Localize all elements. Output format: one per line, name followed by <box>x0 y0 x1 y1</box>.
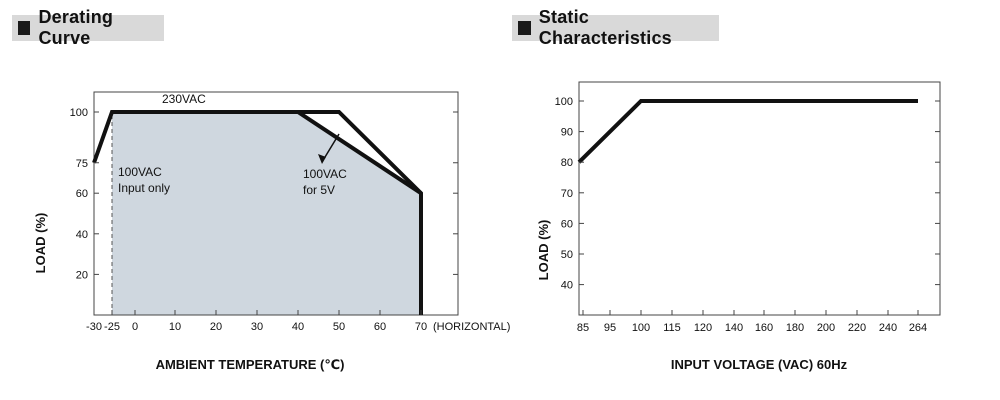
annotation-100vac-5v-line1: 100VAC <box>303 167 347 181</box>
derating-curve-header: Derating Curve <box>12 7 164 48</box>
static-x-tick-label: 85 <box>577 322 589 334</box>
static-x-tick-label: 180 <box>786 322 804 334</box>
annotation-100vac-input-only-line2: Input only <box>118 181 170 195</box>
derating-y-axis-label: LOAD (%) <box>33 213 48 274</box>
derating-x-suffix: (HORIZONTAL) <box>433 321 510 333</box>
derating-curve-title: Derating Curve <box>38 7 114 48</box>
annotation-230vac: 230VAC <box>162 92 206 106</box>
static-y-tick-label: 50 <box>561 249 573 261</box>
derating-y-tick-label: 20 <box>76 269 88 281</box>
annotation-100vac-5v-line2: for 5V <box>303 183 335 197</box>
static-x-tick-label: 140 <box>725 322 743 334</box>
derating-y-tick-label: 40 <box>76 229 88 241</box>
derating-x-tick-label: 50 <box>333 321 345 333</box>
derating-plot-frame <box>93 91 459 316</box>
static-y-tick-label: 90 <box>561 127 573 139</box>
static-plot-frame <box>578 81 941 316</box>
derating-x-tick-label: 10 <box>169 321 181 333</box>
static-y-tick-label: 70 <box>561 188 573 200</box>
static-y-tick-label: 100 <box>555 96 573 108</box>
static-x-tick-label: 220 <box>848 322 866 334</box>
derating-x-tick-label: 20 <box>210 321 222 333</box>
static-x-tick-label: 100 <box>632 322 650 334</box>
static-x-tick-label: 95 <box>604 322 616 334</box>
derating-x-tick-label: -25 <box>104 321 120 333</box>
static-x-tick-label: 120 <box>694 322 712 334</box>
derating-x-tick-label: 70 <box>415 321 427 333</box>
static-x-tick-label: 200 <box>817 322 835 334</box>
derating-y-tick-label: 100 <box>70 107 88 119</box>
static-x-tick-label: 264 <box>909 322 927 334</box>
annotation-5v-arrowhead <box>318 154 326 164</box>
derating-x-tick-label: 40 <box>292 321 304 333</box>
derating-x-tick-label: 60 <box>374 321 386 333</box>
static-y-tick-label: 40 <box>561 280 573 292</box>
derating-line-100vac-5v <box>112 110 423 195</box>
derating-x-axis-label: AMBIENT TEMPERATURE (℃) <box>156 357 345 372</box>
derating-x-tick-label: 0 <box>132 321 138 333</box>
static-x-tick-label: 160 <box>755 322 773 334</box>
static-characteristics-header: Static Characteristics <box>512 7 719 48</box>
derating-shaded-area <box>112 112 421 315</box>
derating-y-tick-label: 60 <box>76 188 88 200</box>
static-y-tick-label: 60 <box>561 218 573 230</box>
static-characteristics-title: Static Characteristics <box>538 7 672 48</box>
static-y-axis-label: LOAD (%) <box>536 220 551 281</box>
static-x-axis-label: INPUT VOLTAGE (VAC) 60Hz <box>671 357 848 372</box>
static-x-tick-label: 115 <box>663 322 681 334</box>
derating-line-230vac <box>92 110 423 315</box>
derating-x-tick-label: -30 <box>86 321 102 333</box>
header-square-icon <box>518 21 531 35</box>
static-load-line <box>577 99 918 164</box>
derating-y-tick-label: 75 <box>76 158 88 170</box>
static-y-tick-label: 80 <box>561 157 573 169</box>
static-x-tick-label: 240 <box>879 322 897 334</box>
annotation-100vac-input-only-line1: 100VAC <box>118 165 162 179</box>
derating-x-tick-label: 30 <box>251 321 263 333</box>
header-square-icon <box>18 21 31 35</box>
